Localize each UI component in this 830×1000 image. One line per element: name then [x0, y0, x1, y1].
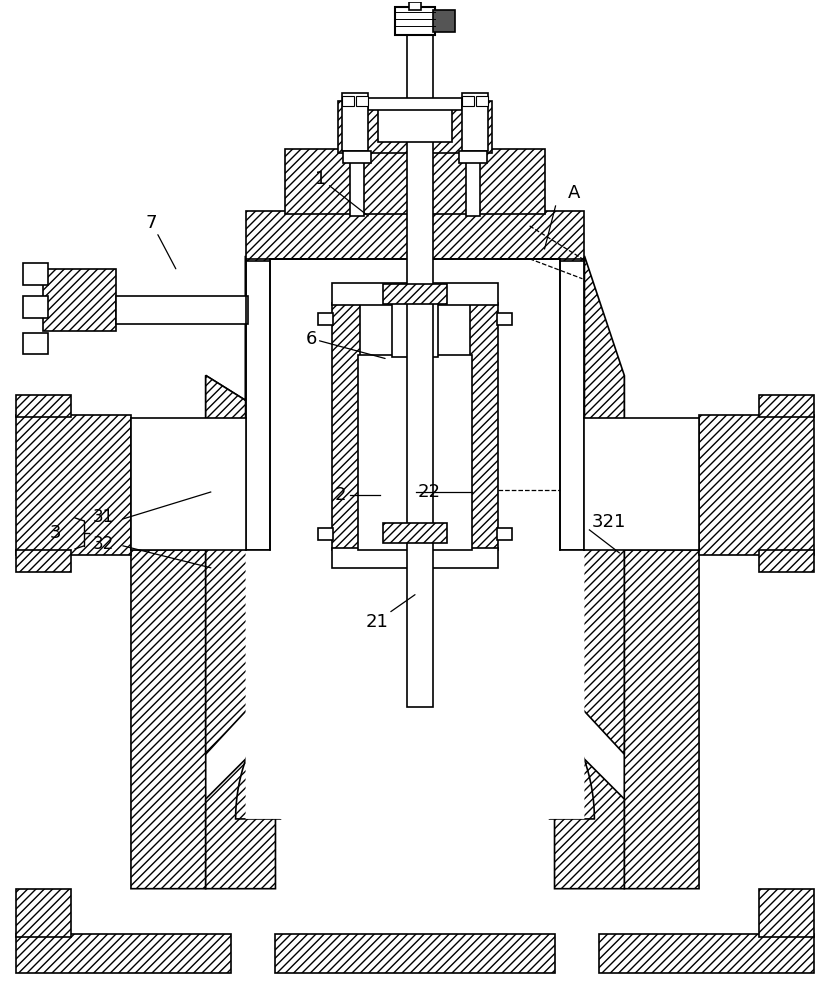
- Bar: [246, 211, 584, 261]
- Bar: [496, 313, 511, 325]
- Bar: [332, 548, 498, 568]
- Bar: [23, 333, 48, 354]
- Text: 22: 22: [418, 483, 441, 501]
- Text: 6: 6: [305, 330, 385, 358]
- Bar: [17, 395, 71, 417]
- Bar: [17, 934, 231, 973]
- Bar: [271, 259, 559, 553]
- Bar: [350, 146, 364, 216]
- Bar: [23, 296, 48, 318]
- Text: 1: 1: [315, 170, 369, 216]
- Bar: [409, 2, 421, 10]
- Bar: [43, 269, 116, 331]
- Text: 7: 7: [146, 214, 176, 269]
- Polygon shape: [131, 418, 246, 550]
- Bar: [496, 528, 511, 540]
- Bar: [466, 146, 480, 216]
- Polygon shape: [584, 375, 699, 889]
- Bar: [342, 96, 354, 106]
- Bar: [433, 10, 455, 32]
- Bar: [23, 263, 48, 285]
- Bar: [759, 395, 813, 417]
- Text: 31: 31: [93, 508, 115, 526]
- Bar: [395, 7, 435, 35]
- Text: A: A: [568, 184, 580, 202]
- Bar: [599, 934, 813, 973]
- Polygon shape: [131, 375, 246, 889]
- Bar: [759, 889, 813, 937]
- Bar: [759, 550, 813, 572]
- Bar: [459, 151, 486, 163]
- Bar: [332, 283, 498, 305]
- Polygon shape: [554, 729, 624, 889]
- Bar: [116, 296, 247, 324]
- Polygon shape: [236, 640, 594, 819]
- Bar: [383, 523, 447, 543]
- Bar: [286, 149, 544, 214]
- Polygon shape: [206, 256, 271, 754]
- Text: 21: 21: [365, 595, 415, 631]
- Bar: [276, 934, 554, 973]
- Bar: [461, 96, 474, 106]
- Bar: [392, 303, 438, 357]
- Bar: [461, 93, 488, 151]
- Bar: [407, 30, 433, 707]
- Bar: [319, 313, 334, 325]
- Bar: [359, 355, 471, 550]
- Text: 32: 32: [93, 535, 115, 553]
- Bar: [339, 101, 491, 153]
- Bar: [356, 96, 369, 106]
- Bar: [369, 98, 461, 110]
- Text: 321: 321: [592, 513, 626, 531]
- Bar: [699, 415, 813, 555]
- Polygon shape: [246, 550, 584, 819]
- Bar: [470, 303, 498, 550]
- Bar: [17, 415, 131, 555]
- Bar: [476, 96, 488, 106]
- Bar: [378, 104, 452, 142]
- Polygon shape: [206, 729, 276, 889]
- Polygon shape: [559, 256, 624, 754]
- Bar: [319, 528, 334, 540]
- Text: 3: 3: [50, 524, 61, 542]
- Bar: [17, 550, 71, 572]
- Bar: [342, 93, 369, 151]
- Bar: [17, 889, 71, 937]
- Text: 2: 2: [334, 486, 346, 504]
- Bar: [383, 284, 447, 304]
- Polygon shape: [584, 418, 699, 550]
- Bar: [344, 151, 371, 163]
- Bar: [332, 303, 360, 550]
